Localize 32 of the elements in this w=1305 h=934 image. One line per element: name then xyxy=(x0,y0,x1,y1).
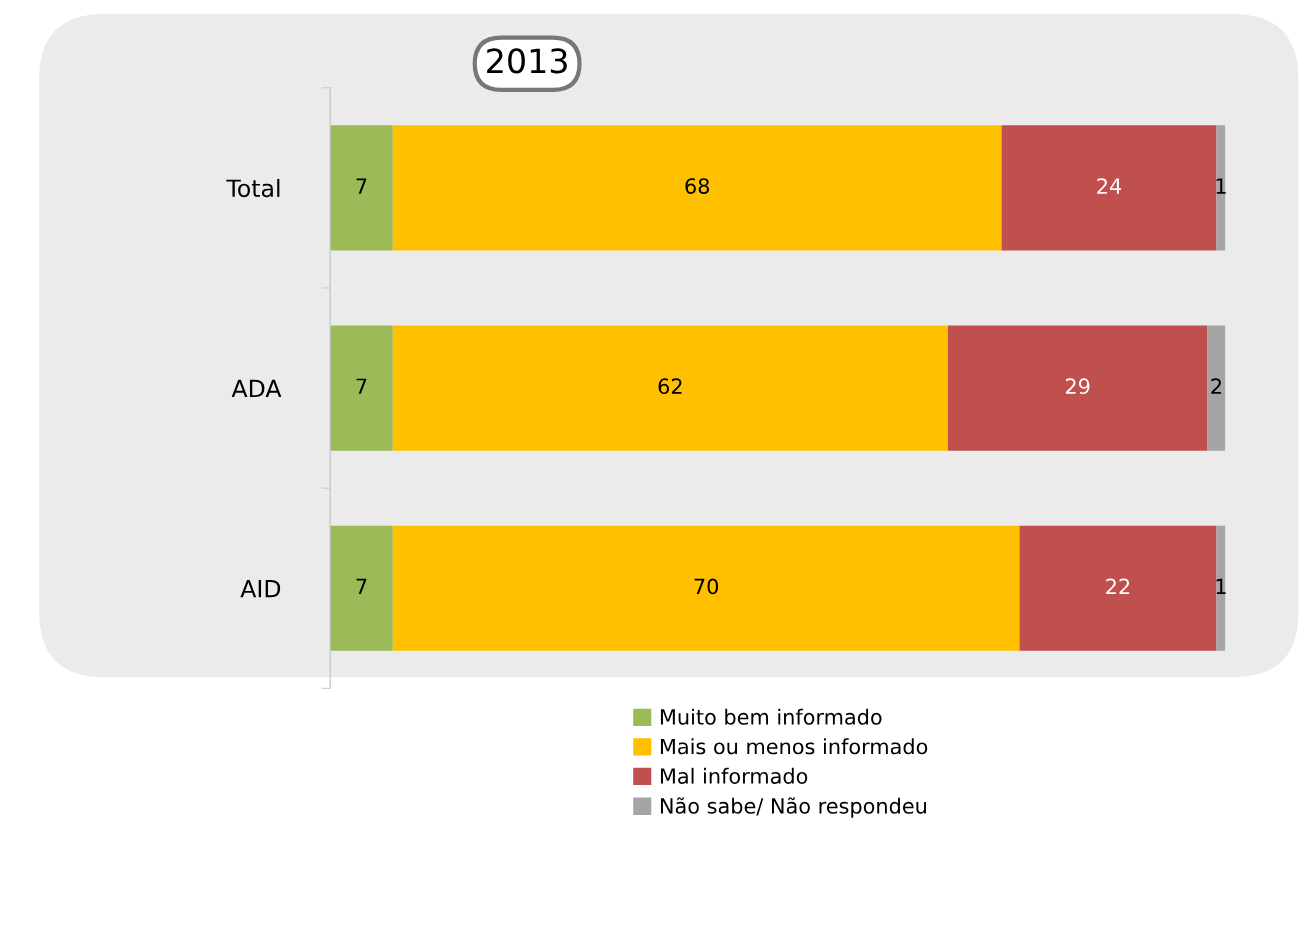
legend-label: Mais ou menos informado xyxy=(660,738,928,755)
bar xyxy=(1216,525,1226,651)
data-label: 7 xyxy=(356,178,367,194)
bar xyxy=(392,125,1002,251)
bar xyxy=(1216,125,1226,251)
legend-label: Não sabe/ Não respondeu xyxy=(660,797,926,818)
bar xyxy=(330,325,393,451)
bar xyxy=(1207,325,1226,451)
bar xyxy=(1019,525,1217,651)
bar xyxy=(330,525,393,651)
y-tick-label: Total xyxy=(226,178,280,198)
bar xyxy=(1001,125,1217,251)
data-label: 7 xyxy=(356,378,367,394)
bar xyxy=(392,525,1020,651)
data-label: 7 xyxy=(356,578,367,595)
data-label: 24 xyxy=(1097,178,1122,194)
chart-title: 2013 xyxy=(487,48,567,74)
data-label: 2 xyxy=(1211,378,1221,394)
bar xyxy=(392,325,948,451)
data-label: 70 xyxy=(694,578,719,595)
data-label: 22 xyxy=(1106,578,1130,595)
data-label: 68 xyxy=(685,178,710,194)
data-label: 1 xyxy=(1216,178,1226,194)
y-tick-label: ADA xyxy=(231,379,282,398)
data-label: 29 xyxy=(1065,378,1090,395)
legend-label: Mal informado xyxy=(660,767,808,784)
bar xyxy=(947,325,1208,451)
data-label: 62 xyxy=(658,378,682,395)
legend-label: Muito bem informado xyxy=(660,708,882,725)
y-tick-label: AID xyxy=(240,580,281,598)
bar xyxy=(330,125,393,251)
data-label: 1 xyxy=(1216,578,1226,595)
